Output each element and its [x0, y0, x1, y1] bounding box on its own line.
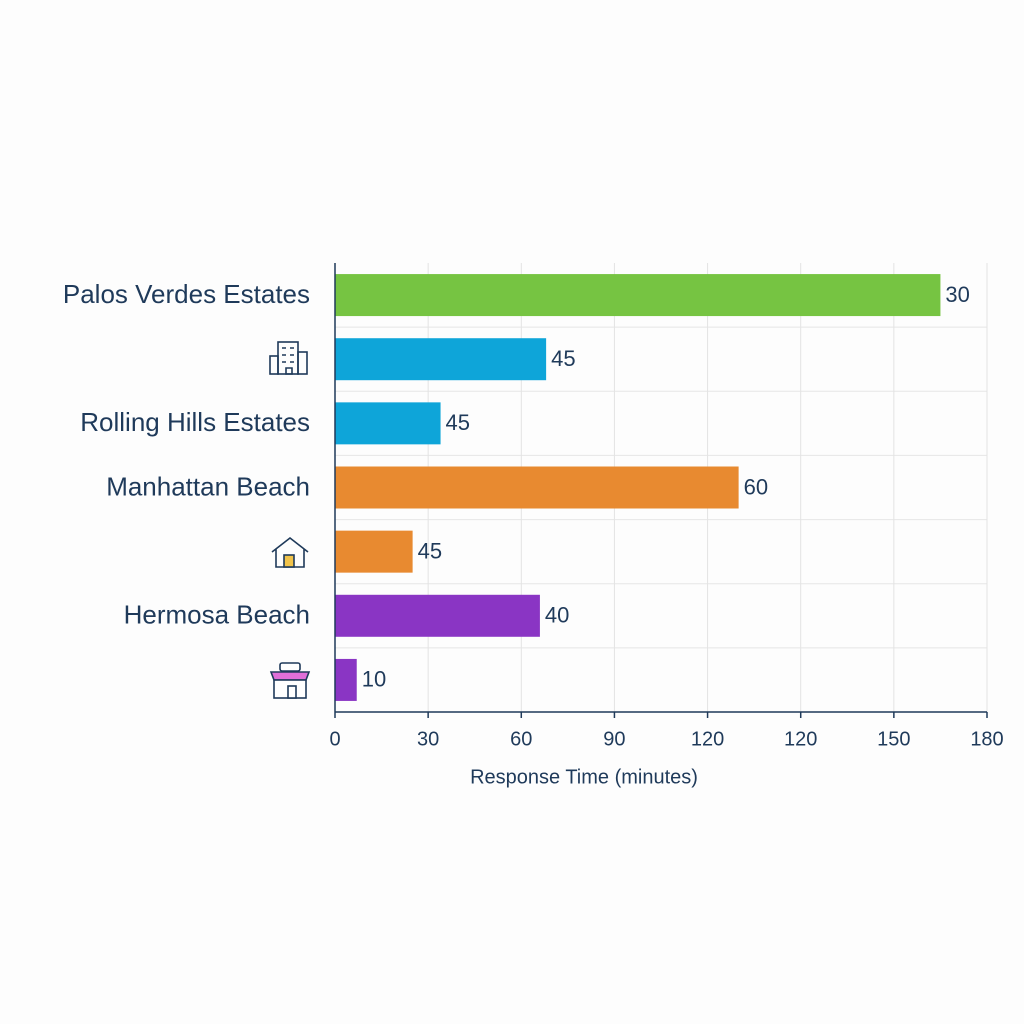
icon-house — [271, 536, 309, 568]
bar-label: 60 — [744, 474, 768, 499]
x-tick-label: 120 — [784, 728, 817, 750]
x-axis-title: Response Time (minutes) — [470, 766, 698, 788]
y-tick-label: Hermosa Beach — [124, 600, 310, 630]
bar-label: 45 — [446, 410, 470, 435]
bar-label: 10 — [362, 667, 386, 692]
x-tick-label: 90 — [603, 728, 625, 750]
x-tick-label: 60 — [510, 728, 532, 750]
bar — [335, 402, 441, 445]
bar — [335, 658, 357, 701]
bar — [335, 338, 547, 381]
x-tick-label: 30 — [417, 728, 439, 750]
bar-label: 30 — [945, 282, 969, 307]
y-tick-label: Manhattan Beach — [106, 471, 310, 501]
y-tick-label: Palos Verdes Estates — [63, 279, 310, 309]
bar — [335, 466, 739, 509]
x-tick-label: 0 — [329, 728, 340, 750]
bar-label: 45 — [551, 346, 575, 371]
bar — [335, 530, 413, 573]
y-tick-label: Rolling Hills Estates — [80, 407, 310, 437]
icon-building — [269, 341, 308, 375]
x-tick-label: 120 — [691, 728, 724, 750]
icon-shop — [269, 662, 311, 699]
bar — [335, 594, 540, 637]
bar-label: 45 — [418, 538, 442, 563]
bar-label: 40 — [545, 603, 569, 628]
x-tick-label: 180 — [970, 728, 1003, 750]
bar — [335, 274, 941, 317]
x-tick-label: 150 — [877, 728, 910, 750]
